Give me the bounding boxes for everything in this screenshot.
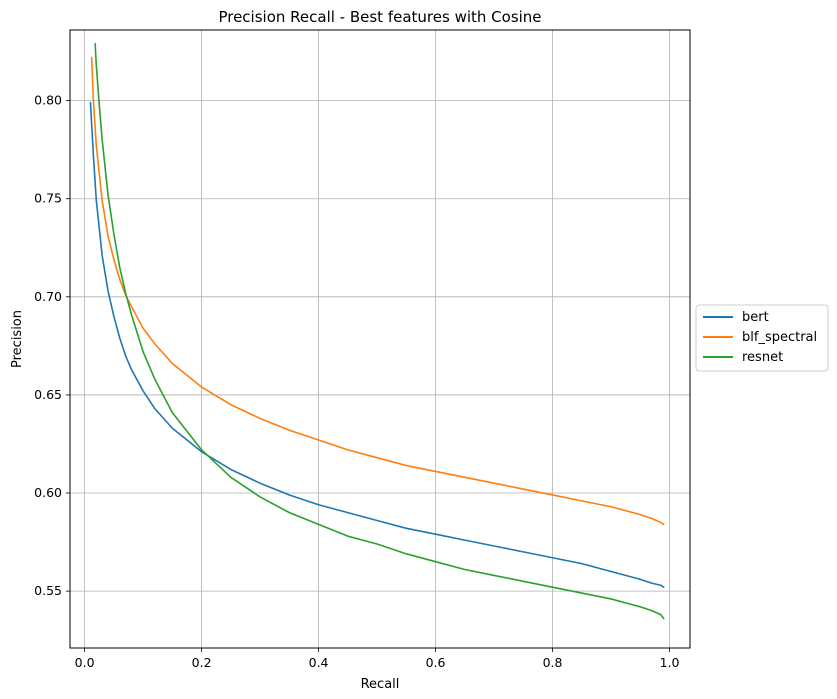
- legend-label-resnet: resnet: [742, 350, 783, 365]
- series-line-bert: [89, 101, 665, 588]
- series-line-resnet: [94, 42, 665, 620]
- x-axis-label: Recall: [361, 677, 400, 692]
- x-tick-label: 0.6: [426, 655, 446, 670]
- legend: bert blf_spectral resnet: [695, 304, 829, 372]
- x-tick-label: 1.0: [660, 655, 680, 670]
- y-axis-label: Precision: [10, 310, 25, 368]
- series-lines: [89, 42, 665, 620]
- y-tick-label: 0.65: [34, 387, 62, 402]
- y-tick-label: 0.70: [34, 289, 62, 304]
- chart-title: Precision Recall - Best features with Co…: [218, 8, 541, 26]
- x-tick-label: 0.2: [192, 655, 212, 670]
- legend-box: [695, 304, 829, 372]
- y-tick-label: 0.55: [34, 583, 62, 598]
- x-tick-label: 0.8: [543, 655, 563, 670]
- plot-frame: [69, 29, 691, 649]
- x-tick-label: 0.0: [75, 655, 95, 670]
- legend-label-bert: bert: [742, 310, 769, 325]
- y-tick-label: 0.80: [34, 93, 62, 108]
- axis-ticks: 0.0 0.2 0.4 0.6 0.8 1.0 0.55 0.60 0.65 0.70 0.75 0.…: [34, 93, 679, 670]
- series-line-blf-spectral: [90, 56, 665, 526]
- x-tick-label: 0.4: [309, 655, 329, 670]
- legend-label-blf-spectral: blf_spectral: [742, 330, 817, 345]
- y-tick-label: 0.75: [34, 191, 62, 206]
- grid: [70, 30, 690, 648]
- y-tick-label: 0.60: [34, 485, 62, 500]
